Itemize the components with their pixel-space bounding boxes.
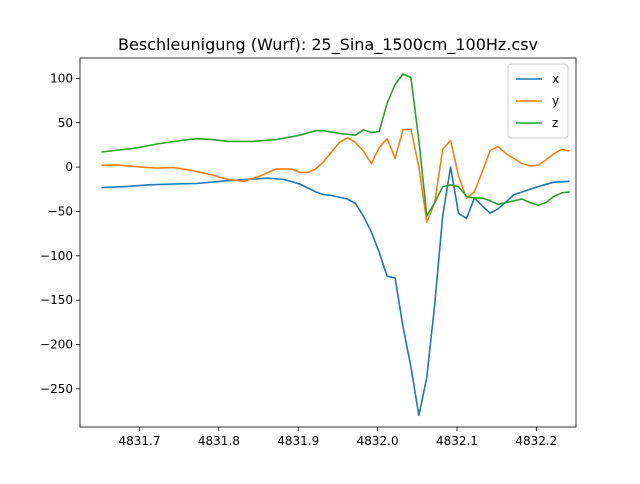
series-line-y <box>101 128 570 223</box>
series-line-x <box>101 166 570 417</box>
x-axis: 4831.7 4831.8 4831.9 4832.0 4832.1 4832.2 <box>119 427 557 448</box>
chart-title: Beschleunigung (Wurf): 25_Sina_1500cm_10… <box>118 35 538 55</box>
y-tick-label: 50 <box>58 116 73 130</box>
x-tick-label: 4832.2 <box>515 434 557 448</box>
y-tick-label: −50 <box>48 204 73 218</box>
x-tick-label: 4832.1 <box>436 434 478 448</box>
axes-frame <box>79 57 577 428</box>
series-layer <box>101 73 570 417</box>
x-tick-label: 4831.8 <box>198 434 240 448</box>
y-tick-label: −200 <box>40 338 73 352</box>
legend-label-y: y <box>552 94 559 108</box>
y-tick-label: −100 <box>40 249 73 263</box>
y-tick-label: −250 <box>40 382 73 396</box>
legend-label-x: x <box>552 72 559 86</box>
y-tick-label: 100 <box>50 71 73 85</box>
y-tick-label: 0 <box>65 160 73 174</box>
y-axis: 100 50 0 −50 −100 −150 −200 −250 <box>40 71 80 396</box>
x-tick-label: 4831.9 <box>277 434 319 448</box>
x-tick-label: 4831.7 <box>119 434 161 448</box>
legend: xyz <box>507 63 569 139</box>
legend-label-z: z <box>552 116 558 130</box>
x-tick-label: 4832.0 <box>357 434 399 448</box>
plot-area <box>79 57 577 428</box>
y-tick-label: −150 <box>40 293 73 307</box>
series-line-z <box>101 73 570 217</box>
